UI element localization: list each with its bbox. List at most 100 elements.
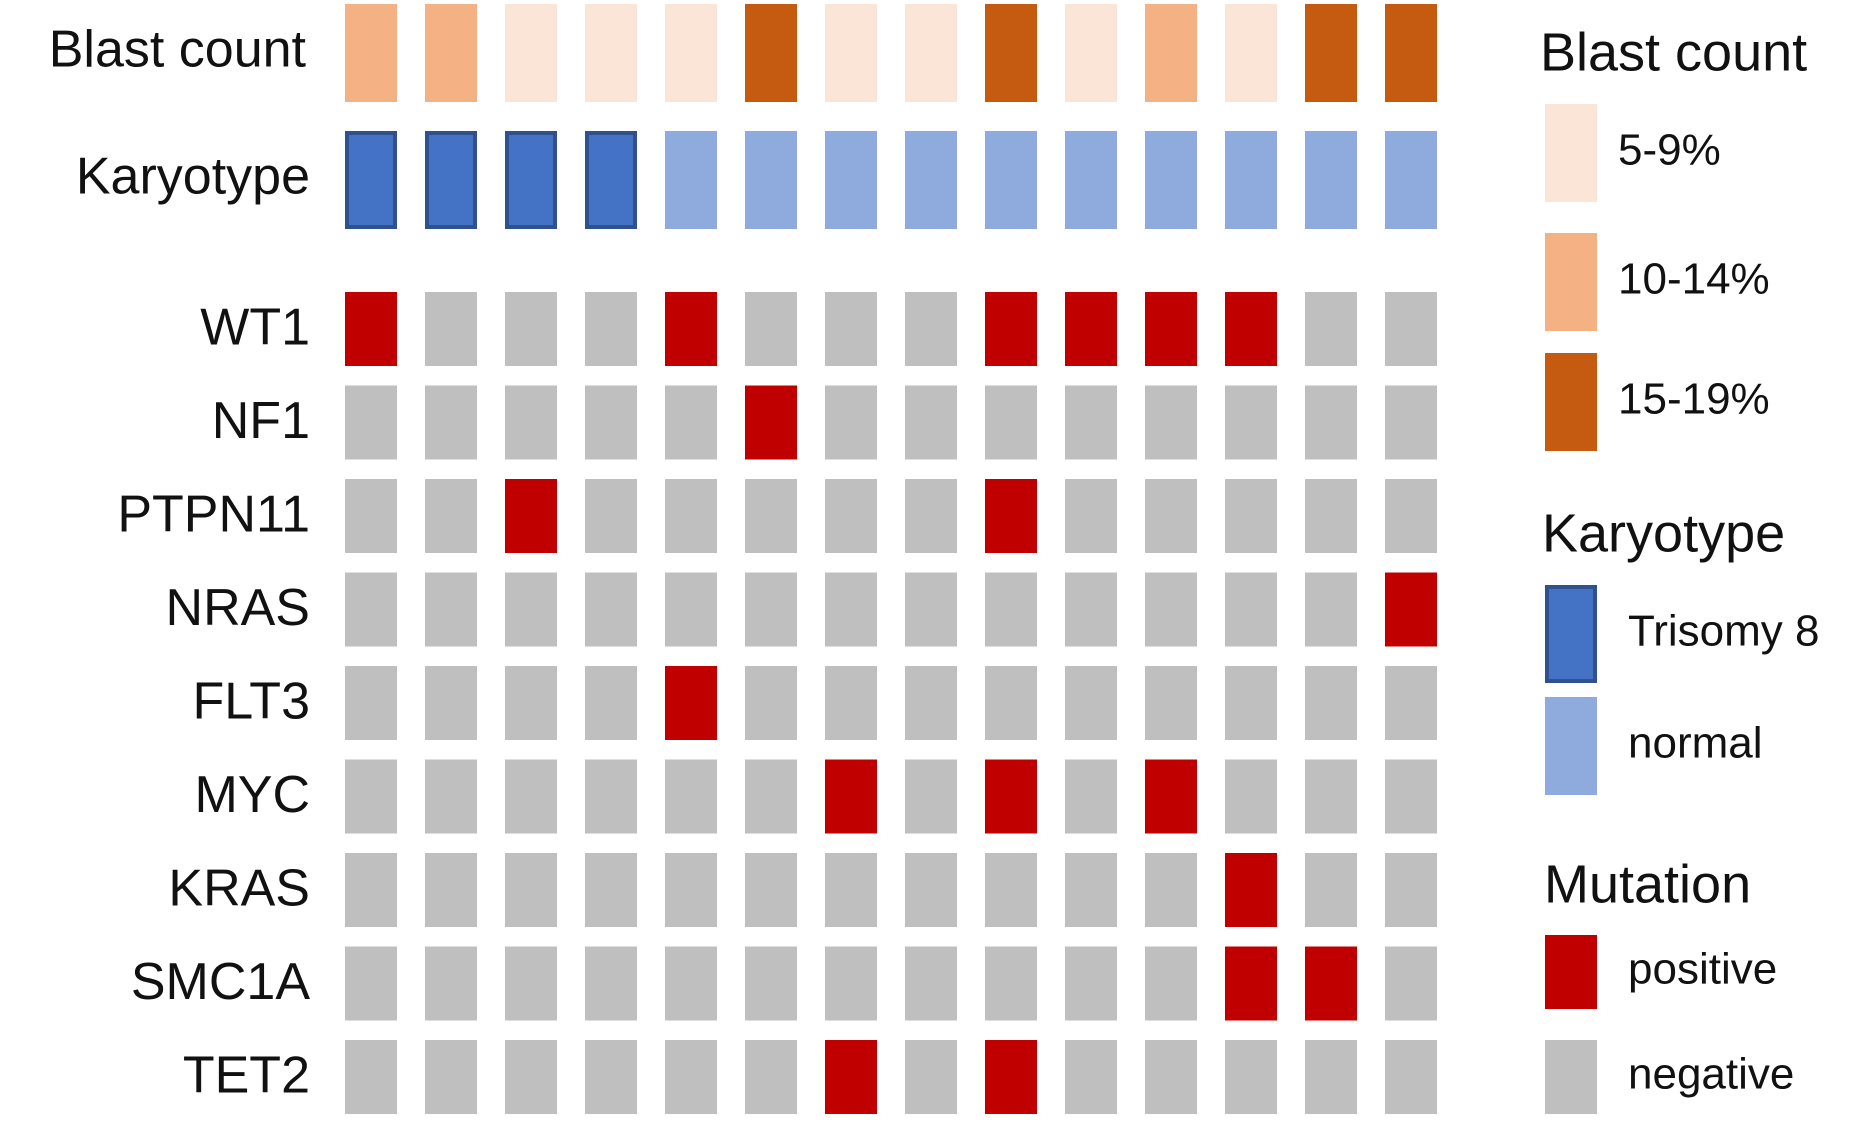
mutation-cell [345,385,397,460]
mutation-cell [1305,292,1357,366]
mutation-cell [1225,479,1277,553]
mutation-cell [1385,572,1437,647]
mutation-cell [585,946,637,1021]
mutation-cell [425,946,477,1021]
mutation-cell [985,666,1037,740]
mutation-cell [665,1040,717,1114]
track-cell [585,4,637,102]
mutation-cell [745,853,797,927]
gene-label: NRAS [166,579,310,637]
legend-label: negative [1628,1050,1794,1099]
mutation-cell [745,292,797,366]
mutation-cell [425,1040,477,1114]
track-cell [505,4,557,102]
track-cell [1305,131,1357,229]
mutation-cell [345,1040,397,1114]
mutation-cell [425,385,477,460]
mutation-cell [825,479,877,553]
mutation-cell [1225,572,1277,647]
track-label: Karyotype [76,148,310,206]
track-cell [1225,131,1277,229]
track-cell [505,131,557,229]
mutation-cell [985,853,1037,927]
legend-swatch [1545,697,1597,795]
track-cell [345,4,397,102]
mutation-cell [1065,385,1117,460]
mutation-cell [505,1040,557,1114]
mutation-cell [1385,946,1437,1021]
mutation-cell [905,946,957,1021]
track-cell [825,131,877,229]
track-cell [665,4,717,102]
mutation-cell [1305,479,1357,553]
mutation-cell [745,946,797,1021]
mutation-cell [825,759,877,834]
mutation-cell [585,572,637,647]
mutation-cell [585,1040,637,1114]
mutation-cell [505,385,557,460]
mutation-cell [345,759,397,834]
mutation-cell [585,292,637,366]
mutation-cell [905,853,957,927]
mutation-cell [905,479,957,553]
mutation-cell [665,759,717,834]
mutation-cell [1305,572,1357,647]
mutation-cell [505,292,557,366]
mutation-cell [825,572,877,647]
track-cell [1305,4,1357,102]
mutation-cell [825,853,877,927]
mutation-cell [1145,759,1197,834]
mutation-cell [1385,479,1437,553]
mutation-cell [745,1040,797,1114]
gene-label: KRAS [168,860,310,918]
mutation-cell [345,572,397,647]
mutation-cell [1065,759,1117,834]
mutation-cell [1145,666,1197,740]
mutation-cell [505,479,557,553]
mutation-cell [825,1040,877,1114]
track-cell [985,131,1037,229]
track-cell [1145,131,1197,229]
mutation-cell [1065,666,1117,740]
gene-label: FLT3 [192,673,310,731]
mutation-cell [1225,666,1277,740]
mutation-cell [1305,853,1357,927]
legend-label: 15-19% [1618,375,1770,424]
mutation-cell [1385,666,1437,740]
mutation-cell [425,479,477,553]
mutation-cell [1225,292,1277,366]
mutation-cell [585,853,637,927]
mutation-cell [745,666,797,740]
mutation-cell [585,759,637,834]
mutation-cell [1385,759,1437,834]
mutation-cell [505,759,557,834]
mutation-cell [1065,1040,1117,1114]
legend-swatch [1545,104,1597,202]
mutation-cell [985,759,1037,834]
track-cell [585,131,637,229]
mutation-cell [825,292,877,366]
mutation-cell [425,666,477,740]
mutation-cell [505,946,557,1021]
mutation-cell [985,1040,1037,1114]
mutation-cell [345,666,397,740]
legend-label: normal [1628,719,1763,768]
mutation-cell [425,572,477,647]
legend-label: Trisomy 8 [1628,607,1820,656]
mutation-cell [1385,385,1437,460]
mutation-cell [1225,385,1277,460]
mutation-cell [1225,853,1277,927]
mutation-cell [1145,385,1197,460]
legend-swatch [1545,1040,1597,1114]
legend-label: positive [1628,945,1777,994]
gene-label: PTPN11 [117,486,310,544]
track-cell [825,4,877,102]
mutation-cell [1145,479,1197,553]
legend-swatch [1545,353,1597,451]
mutation-cell [665,853,717,927]
legend-title: Karyotype [1542,503,1785,563]
mutation-cell [585,385,637,460]
mutation-cell [1225,1040,1277,1114]
track-cell [1385,131,1437,229]
track-cell [1065,4,1117,102]
